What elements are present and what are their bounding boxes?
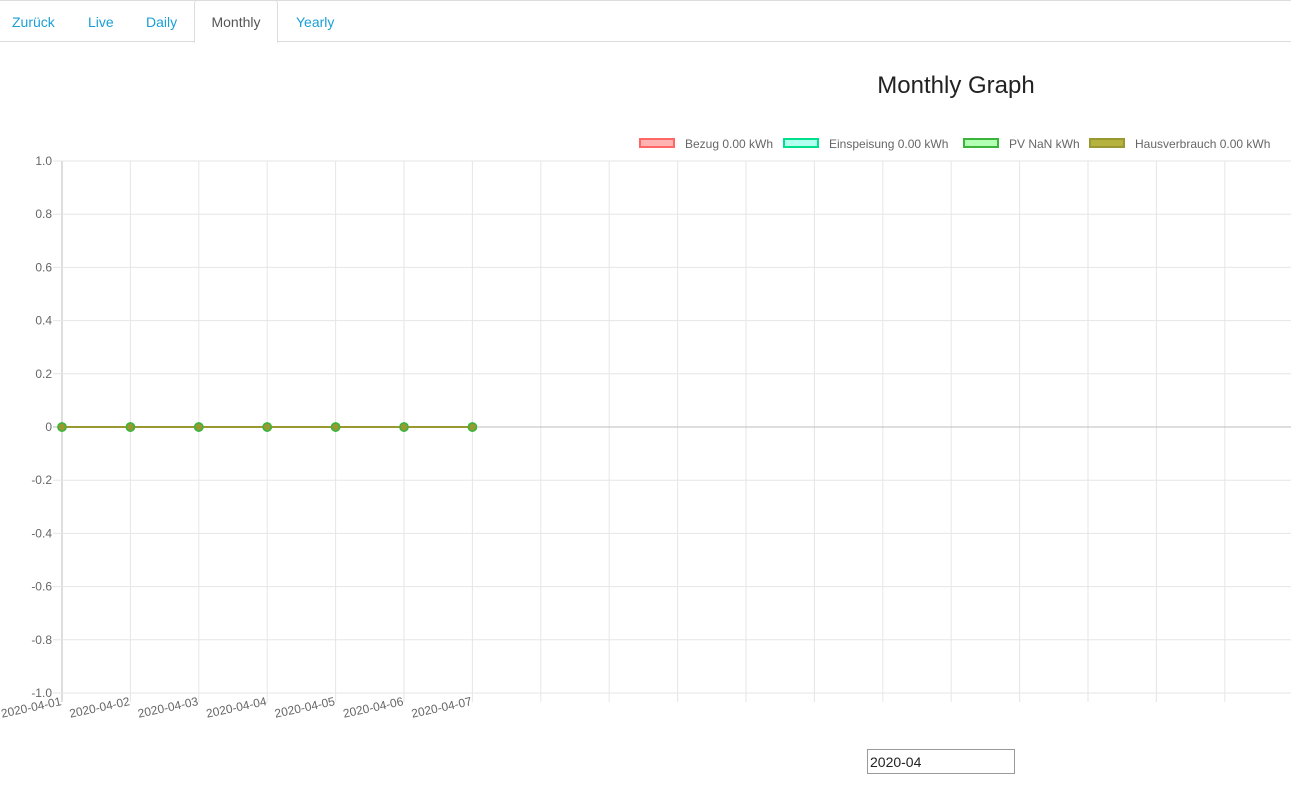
data-point-3-2 xyxy=(194,422,204,432)
x-tick-label: 2020-04-06 xyxy=(342,694,405,721)
data-point-3-3 xyxy=(262,422,272,432)
y-tick-label: -0.2 xyxy=(31,473,52,487)
legend-swatch-pv xyxy=(963,138,999,148)
tab-yearly[interactable]: Yearly xyxy=(296,14,335,30)
legend-label-pv: PV NaN kWh xyxy=(1009,137,1080,151)
legend-swatch-bezug xyxy=(639,138,675,148)
y-tick-label: -0.8 xyxy=(31,633,52,647)
x-tick-label: 2020-04-04 xyxy=(205,694,268,721)
tab-bar: Zurück Live Daily Monthly Yearly xyxy=(0,0,1291,43)
legend-label-bezug: Bezug 0.00 kWh xyxy=(685,137,774,151)
data-point-3-4 xyxy=(330,422,341,432)
legend-label-einspeisung: Einspeisung 0.00 kWh xyxy=(829,137,949,151)
data-point-3-0 xyxy=(57,422,67,432)
y-tick-label: 0.4 xyxy=(35,314,52,328)
data-point-3-1 xyxy=(125,422,136,432)
tab-zurueck[interactable]: Zurück xyxy=(12,14,55,30)
tab-daily[interactable]: Daily xyxy=(146,14,178,30)
x-tick-label: 2020-04-03 xyxy=(136,694,199,721)
x-tick-label: 2020-04-02 xyxy=(68,694,131,721)
y-tick-label: 0.2 xyxy=(35,367,52,381)
tab-monthly[interactable]: Monthly xyxy=(194,0,278,43)
data-point-3-5 xyxy=(399,422,409,432)
tab-live[interactable]: Live xyxy=(88,14,114,30)
y-tick-label: -0.6 xyxy=(31,580,52,594)
x-tick-label: 2020-04-05 xyxy=(273,694,336,721)
y-tick-label: 1.0 xyxy=(35,154,52,168)
y-tick-label: -0.4 xyxy=(31,526,52,540)
data-point-3-6 xyxy=(467,422,478,432)
month-input[interactable] xyxy=(867,749,1015,774)
legend-swatch-hausverbrauch xyxy=(1089,138,1125,148)
x-tick-label: 2020-04-07 xyxy=(410,694,473,721)
legend-swatch-einspeisung xyxy=(783,138,819,148)
y-tick-label: 0.6 xyxy=(35,260,52,274)
y-tick-label: -1.0 xyxy=(31,686,52,700)
y-tick-label: 0.8 xyxy=(35,207,52,221)
y-tick-label: 0 xyxy=(45,420,52,434)
chart-title: Monthly Graph xyxy=(877,72,1035,99)
legend-label-hausverbrauch: Hausverbrauch 0.00 kWh xyxy=(1135,137,1271,151)
